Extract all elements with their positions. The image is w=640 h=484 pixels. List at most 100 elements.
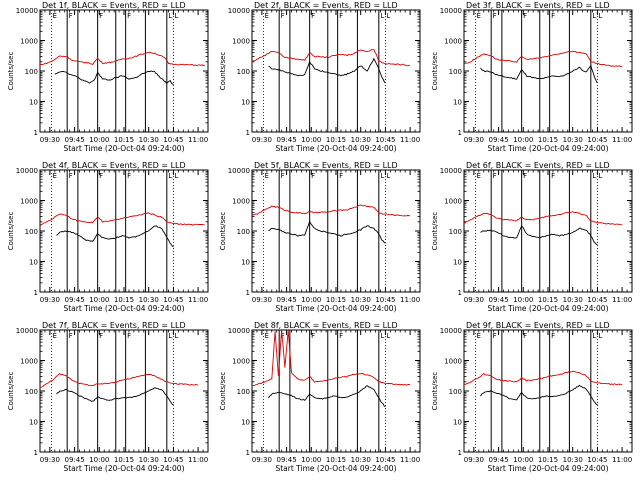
y-tick-label: 1: [458, 289, 462, 297]
y-tick-label: 10000: [228, 327, 250, 335]
series-line-lld: [251, 330, 411, 387]
y-tick-label: 100: [237, 68, 250, 76]
y-tick-label: 10000: [440, 327, 462, 335]
x-tick-label: 09:45: [64, 296, 84, 304]
series-line-events: [56, 387, 174, 406]
series-line-lld: [40, 373, 199, 388]
series-line-events: [480, 64, 598, 84]
y-axis-label: Counts/sec: [431, 372, 439, 411]
marker-label: F: [281, 172, 285, 180]
marker-label: L: [386, 332, 390, 340]
marker-label: L: [380, 12, 384, 20]
marker-label: L: [592, 332, 596, 340]
marker-label: F: [523, 172, 527, 180]
x-axis-label: Start Time (20-Oct-04 09:24:00): [487, 304, 608, 313]
x-tick-label: 10:30: [139, 296, 159, 304]
x-tick-label: 09:30: [40, 136, 60, 144]
y-tick-label: 1000: [444, 38, 462, 46]
y-tick-label: 10000: [228, 7, 250, 15]
x-tick-label: 09:30: [464, 456, 484, 464]
y-axis-label: Counts/sec: [219, 372, 227, 411]
y-tick-label: 10: [241, 419, 250, 427]
y-tick-label: 10: [29, 419, 38, 427]
x-tick-label: 10:15: [538, 296, 558, 304]
panel-3: Det 3f, BLACK = Events, RED = LLD 1 10 100 1…: [431, 1, 633, 153]
x-tick-label: 10:45: [163, 296, 183, 304]
x-axis-label: Start Time (20-Oct-04 09:24:00): [275, 304, 396, 313]
panel-4: Det 4f, BLACK = Events, RED = LLD 1 10 100 1…: [7, 161, 209, 313]
marker-label: E: [265, 12, 269, 20]
y-tick-label: 10000: [440, 7, 462, 15]
x-tick-label: 11:00: [400, 456, 420, 464]
marker-label: F: [339, 172, 343, 180]
marker-label: L: [168, 172, 172, 180]
y-tick-label: 100: [449, 388, 462, 396]
y-axis-label: Counts/sec: [7, 52, 15, 91]
marker-label: L: [598, 172, 602, 180]
marker-label: F: [127, 172, 131, 180]
x-tick-label: 11:00: [612, 296, 632, 304]
marker-label: F: [551, 172, 555, 180]
panel-8: Det 8f, BLACK = Events, RED = LLD 1 10 100 1…: [219, 321, 421, 473]
x-tick-label: 10:00: [301, 296, 321, 304]
marker-label: F: [99, 12, 103, 20]
marker-label: F: [69, 332, 73, 340]
y-tick-label: 10: [453, 99, 462, 107]
x-tick-label: 09:45: [276, 456, 296, 464]
x-tick-label: 10:45: [587, 456, 607, 464]
x-tick-label: 09:30: [464, 296, 484, 304]
marker-label: L: [174, 12, 178, 20]
marker-label: L: [598, 12, 602, 20]
y-tick-label: 10: [29, 99, 38, 107]
panel-6: Det 6f, BLACK = Events, RED = LLD 1 10 100 1…: [431, 161, 633, 313]
x-tick-label: 09:30: [464, 136, 484, 144]
series-line-lld: [463, 50, 623, 68]
marker-label: F: [281, 332, 285, 340]
y-tick-label: 1: [458, 129, 462, 137]
y-tick-label: 100: [25, 68, 38, 76]
series-line-lld: [251, 204, 411, 217]
x-axis-label: Start Time (20-Oct-04 09:24:00): [275, 464, 396, 473]
series-line-lld: [39, 51, 205, 67]
marker-label: F: [339, 332, 343, 340]
y-tick-label: 1000: [20, 198, 38, 206]
series-line-events: [268, 220, 386, 244]
plot-frame: [463, 9, 633, 133]
y-tick-label: 1: [34, 449, 38, 457]
x-tick-label: 09:30: [252, 136, 272, 144]
x-tick-label: 10:45: [375, 136, 395, 144]
series-line-events: [268, 385, 386, 408]
series-line-lld: [39, 212, 205, 227]
panel-1: Det 1f, BLACK = Events, RED = LLD 1 10 100 1…: [7, 1, 209, 153]
y-tick-label: 10000: [228, 167, 250, 175]
x-tick-label: 10:30: [351, 296, 371, 304]
marker-label: F: [127, 332, 131, 340]
series-line-lld: [463, 370, 623, 386]
x-tick-label: 10:30: [351, 136, 371, 144]
x-tick-label: 11:00: [188, 456, 208, 464]
marker-label: F: [523, 12, 527, 20]
x-axis-label: Start Time (20-Oct-04 09:24:00): [275, 144, 396, 153]
series-line-lld: [463, 211, 623, 226]
y-tick-label: 1000: [232, 198, 250, 206]
x-tick-label: 09:45: [64, 456, 84, 464]
plot-frame: [39, 9, 209, 133]
panel-2: Det 2f, BLACK = Events, RED = LLD 1 10 100 1…: [219, 1, 421, 153]
y-tick-label: 100: [25, 228, 38, 236]
marker-label: E: [53, 332, 57, 340]
x-tick-label: 10:00: [513, 296, 533, 304]
x-tick-label: 09:45: [276, 136, 296, 144]
marker-label: F: [551, 332, 555, 340]
panel-title: Det 1f, BLACK = Events, RED = LLD: [42, 1, 186, 10]
y-tick-label: 1: [34, 289, 38, 297]
x-tick-label: 10:45: [587, 296, 607, 304]
x-tick-label: 09:30: [40, 456, 60, 464]
y-tick-label: 10: [241, 99, 250, 107]
x-tick-label: 10:30: [563, 136, 583, 144]
y-tick-label: 1: [246, 449, 250, 457]
x-tick-label: 10:30: [139, 456, 159, 464]
x-tick-label: 09:30: [252, 296, 272, 304]
marker-label: L: [168, 12, 172, 20]
